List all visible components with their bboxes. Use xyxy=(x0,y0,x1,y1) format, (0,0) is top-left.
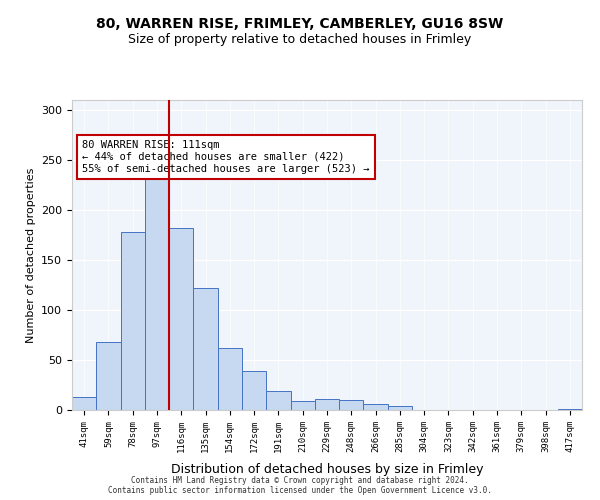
Bar xyxy=(315,399,339,410)
Bar xyxy=(72,397,96,410)
Bar xyxy=(290,401,315,410)
X-axis label: Distribution of detached houses by size in Frimley: Distribution of detached houses by size … xyxy=(171,463,483,476)
Bar xyxy=(96,342,121,410)
Y-axis label: Number of detached properties: Number of detached properties xyxy=(26,168,35,342)
Bar xyxy=(121,232,145,410)
Text: Contains HM Land Registry data © Crown copyright and database right 2024.
Contai: Contains HM Land Registry data © Crown c… xyxy=(108,476,492,495)
Bar xyxy=(169,228,193,410)
Bar xyxy=(218,348,242,410)
Bar xyxy=(339,400,364,410)
Bar xyxy=(145,164,169,410)
Bar xyxy=(266,391,290,410)
Bar xyxy=(364,404,388,410)
Text: Size of property relative to detached houses in Frimley: Size of property relative to detached ho… xyxy=(128,32,472,46)
Bar xyxy=(193,288,218,410)
Bar xyxy=(242,371,266,410)
Bar xyxy=(388,406,412,410)
Text: 80 WARREN RISE: 111sqm
← 44% of detached houses are smaller (422)
55% of semi-de: 80 WARREN RISE: 111sqm ← 44% of detached… xyxy=(82,140,370,173)
Text: 80, WARREN RISE, FRIMLEY, CAMBERLEY, GU16 8SW: 80, WARREN RISE, FRIMLEY, CAMBERLEY, GU1… xyxy=(97,18,503,32)
Bar xyxy=(558,409,582,410)
